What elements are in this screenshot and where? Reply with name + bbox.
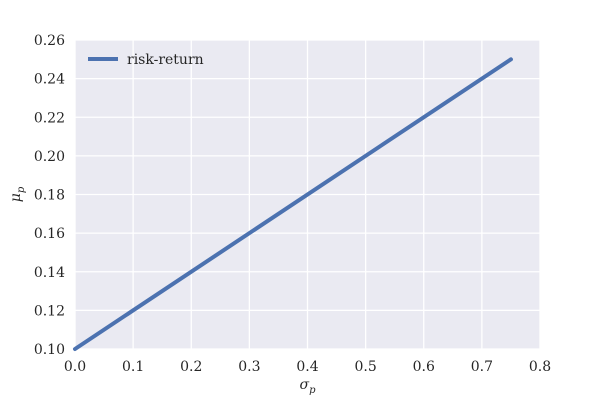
series-line xyxy=(73,57,513,351)
x-tick-label: 0.3 xyxy=(238,359,260,375)
x-tick-label: 0.6 xyxy=(413,359,435,375)
y-axis-label: μp xyxy=(8,186,27,202)
x-tick-label: 0.2 xyxy=(180,359,202,375)
x-axis-label: σp xyxy=(300,377,317,396)
y-tick-labels: 0.10 0.12 0.14 0.16 0.18 0.20 0.22 0.24 0.26 xyxy=(34,33,65,358)
y-axis-label-sub: p xyxy=(16,186,27,193)
y-tick-label: 0.26 xyxy=(34,33,65,49)
y-tick-label: 0.16 xyxy=(34,226,65,242)
y-tick-label: 0.22 xyxy=(34,110,65,126)
y-tick-label: 0.14 xyxy=(34,265,65,281)
y-tick-label: 0.20 xyxy=(34,149,65,165)
x-tick-label: 0.4 xyxy=(296,359,318,375)
x-tick-labels: 0.0 0.1 0.2 0.3 0.4 0.5 0.6 0.7 0.8 xyxy=(64,359,551,375)
x-tick-label: 0.7 xyxy=(471,359,493,375)
y-tick-label: 0.24 xyxy=(34,72,65,88)
y-tick-label: 0.12 xyxy=(34,303,65,319)
x-axis-label-sub: p xyxy=(309,385,316,396)
series-layer xyxy=(73,57,513,351)
x-axis-label-main: σ xyxy=(300,377,310,393)
y-axis-label-main: μ xyxy=(8,193,24,202)
y-tick-label: 0.10 xyxy=(34,342,65,358)
y-tick-label: 0.18 xyxy=(34,188,65,204)
legend-label: risk-return xyxy=(127,52,204,68)
x-tick-label: 0.5 xyxy=(354,359,376,375)
legend: risk-return xyxy=(88,52,204,68)
x-tick-label: 0.8 xyxy=(529,359,551,375)
x-tick-label: 0.1 xyxy=(122,359,144,375)
x-tick-label: 0.0 xyxy=(64,359,86,375)
